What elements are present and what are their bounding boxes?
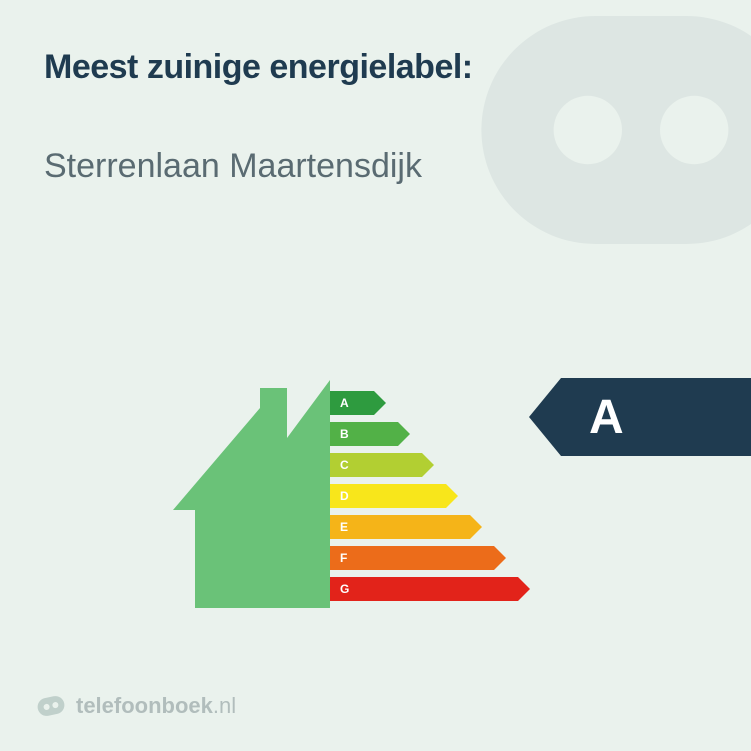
footer-brand-rest: .nl [213,693,236,718]
energy-bar-d: D [330,481,518,510]
energy-bar-e: E [330,512,518,541]
energy-bar-f: F [330,543,518,572]
page-title: Meest zuinige energielabel: [44,48,707,87]
energy-bar-arrow [398,422,410,446]
energy-bar-c: C [330,450,518,479]
energy-bar-arrow [422,453,434,477]
energy-bar-label: G [330,577,518,601]
result-badge: A [529,378,751,456]
energy-bar-g: G [330,574,518,603]
energy-label-chart: ABCDEFG [165,370,585,630]
content-area: Meest zuinige energielabel: Sterrenlaan … [0,0,751,186]
energy-bar-label: D [330,484,446,508]
energy-bar-arrow [446,484,458,508]
result-badge-arrow [529,378,561,456]
energy-bar-a: A [330,388,518,417]
footer-brand-bold: telefoonboek [76,693,213,718]
energy-bar-arrow [470,515,482,539]
house-icon [165,370,330,610]
energy-bar-label: B [330,422,398,446]
energy-bar-arrow [518,577,530,601]
result-letter: A [561,378,751,456]
footer-plug-icon [33,688,69,724]
energy-bar-label: E [330,515,470,539]
energy-bar-label: A [330,391,374,415]
energy-bar-b: B [330,419,518,448]
energy-bar-arrow [374,391,386,415]
energy-bars-container: ABCDEFG [330,388,518,605]
energy-bar-label: F [330,546,494,570]
footer-brand: telefoonboek.nl [36,691,236,721]
energy-bar-arrow [494,546,506,570]
energy-bar-label: C [330,453,422,477]
footer-text: telefoonboek.nl [76,693,236,719]
page-subtitle: Sterrenlaan Maartensdijk [44,147,707,186]
